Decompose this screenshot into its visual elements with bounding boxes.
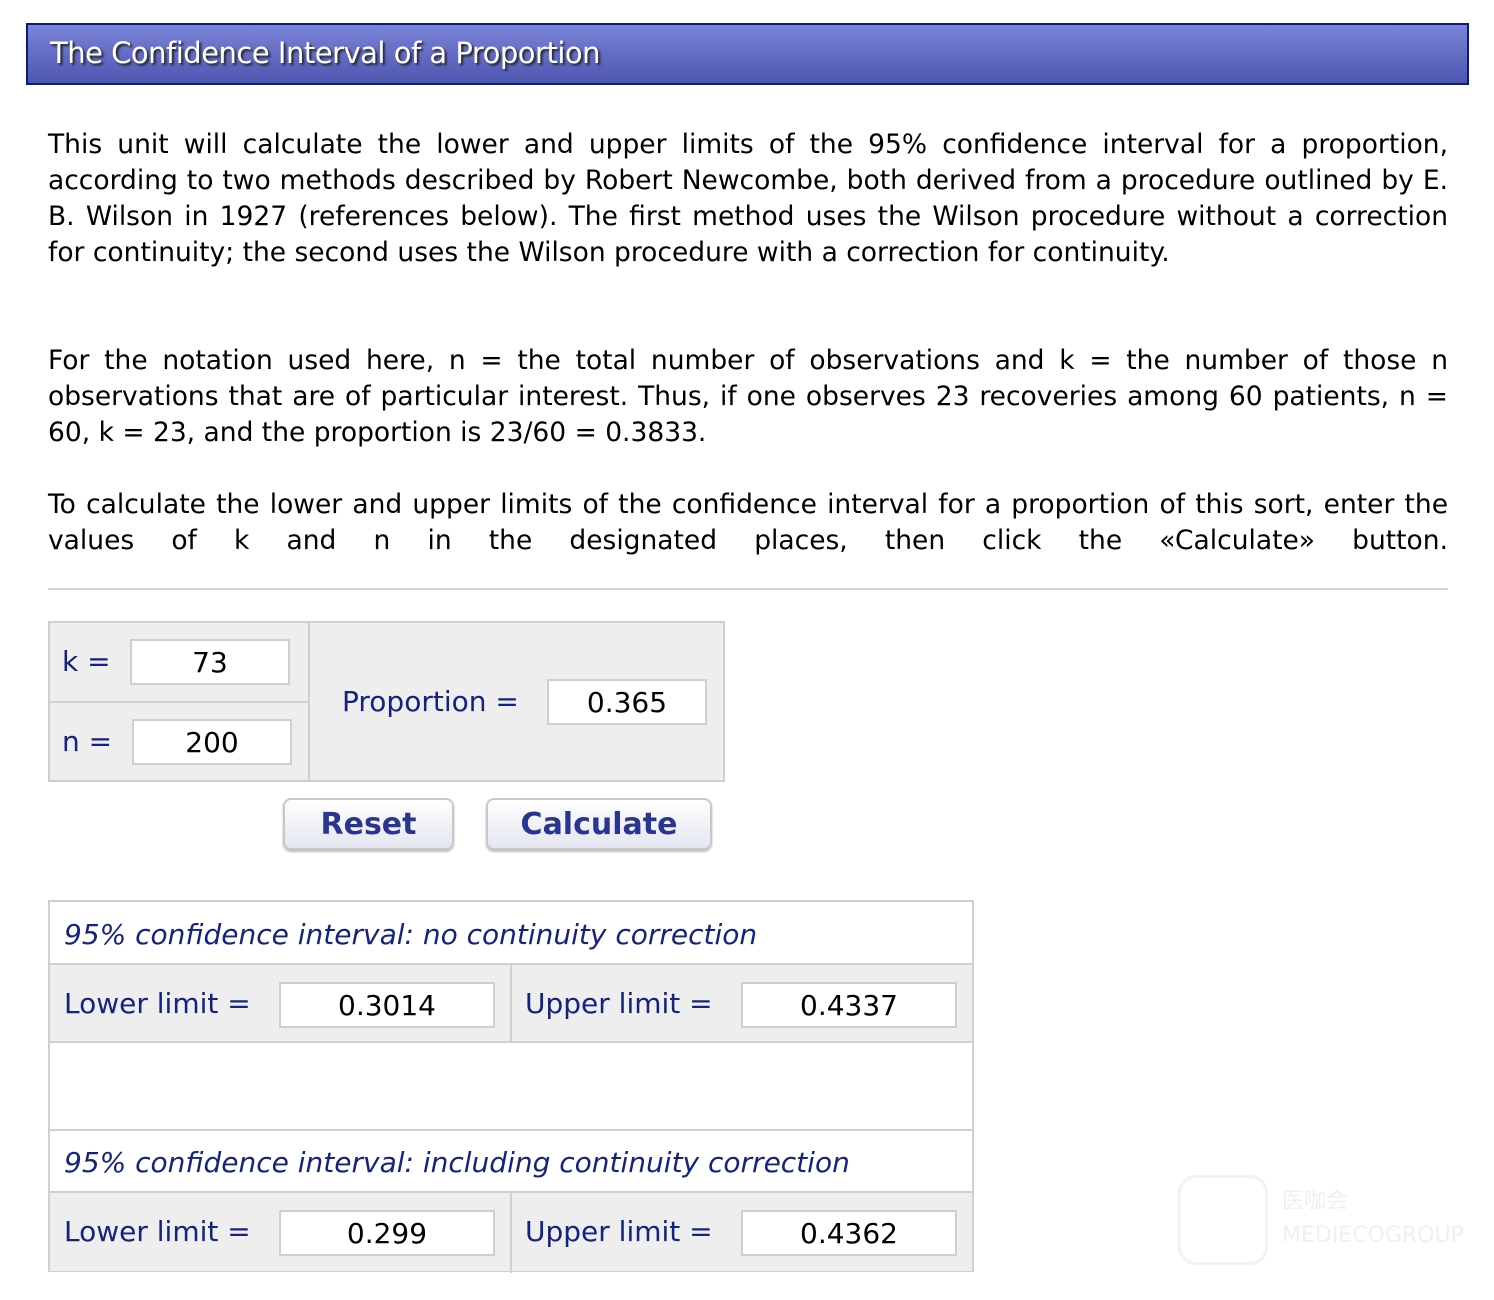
divider [48, 588, 1448, 590]
page-title: The Confidence Interval of a Proportion [50, 36, 601, 70]
k-label: k = [62, 645, 111, 678]
divider [510, 1193, 512, 1273]
notation-paragraph: For the notation used here, n = the tota… [48, 345, 1448, 448]
cc-lower-output [279, 1210, 495, 1256]
k-input[interactable] [130, 639, 290, 685]
n-label: n = [62, 725, 113, 758]
instructions-paragraph: To calculate the lower and upper limits … [48, 489, 1448, 556]
cc-upper-output [741, 1210, 957, 1256]
divider [510, 965, 512, 1041]
divider [308, 623, 310, 780]
no-cc-header: 95% confidence interval: no continuity c… [64, 918, 758, 951]
cc-upper-label: Upper limit = [525, 1215, 713, 1248]
no-cc-upper-output [741, 982, 957, 1028]
cc-header: 95% confidence interval: including conti… [64, 1146, 850, 1179]
n-input[interactable] [132, 719, 292, 765]
calculate-button[interactable]: Calculate [486, 798, 712, 850]
divider [50, 1129, 972, 1131]
input-panel: k = n = Proportion = [48, 621, 725, 782]
watermark-logo [1178, 1175, 1268, 1265]
cc-lower-label: Lower limit = [64, 1215, 251, 1248]
divider [50, 701, 308, 703]
watermark-text: 医咖会 MEDIECOGROUP [1282, 1189, 1464, 1248]
results-panel: 95% confidence interval: no continuity c… [48, 900, 974, 1273]
no-cc-upper-label: Upper limit = [525, 987, 713, 1020]
page-title-bar: The Confidence Interval of a Proportion [26, 23, 1469, 85]
proportion-output [547, 679, 707, 725]
no-cc-row: Lower limit = Upper limit = [50, 963, 972, 1043]
proportion-label: Proportion = [342, 685, 519, 718]
reset-button[interactable]: Reset [283, 798, 454, 850]
cc-row: Lower limit = Upper limit = [50, 1191, 972, 1273]
intro-paragraph: This unit will calculate the lower and u… [48, 129, 1448, 268]
no-cc-lower-label: Lower limit = [64, 987, 251, 1020]
no-cc-lower-output [279, 982, 495, 1028]
